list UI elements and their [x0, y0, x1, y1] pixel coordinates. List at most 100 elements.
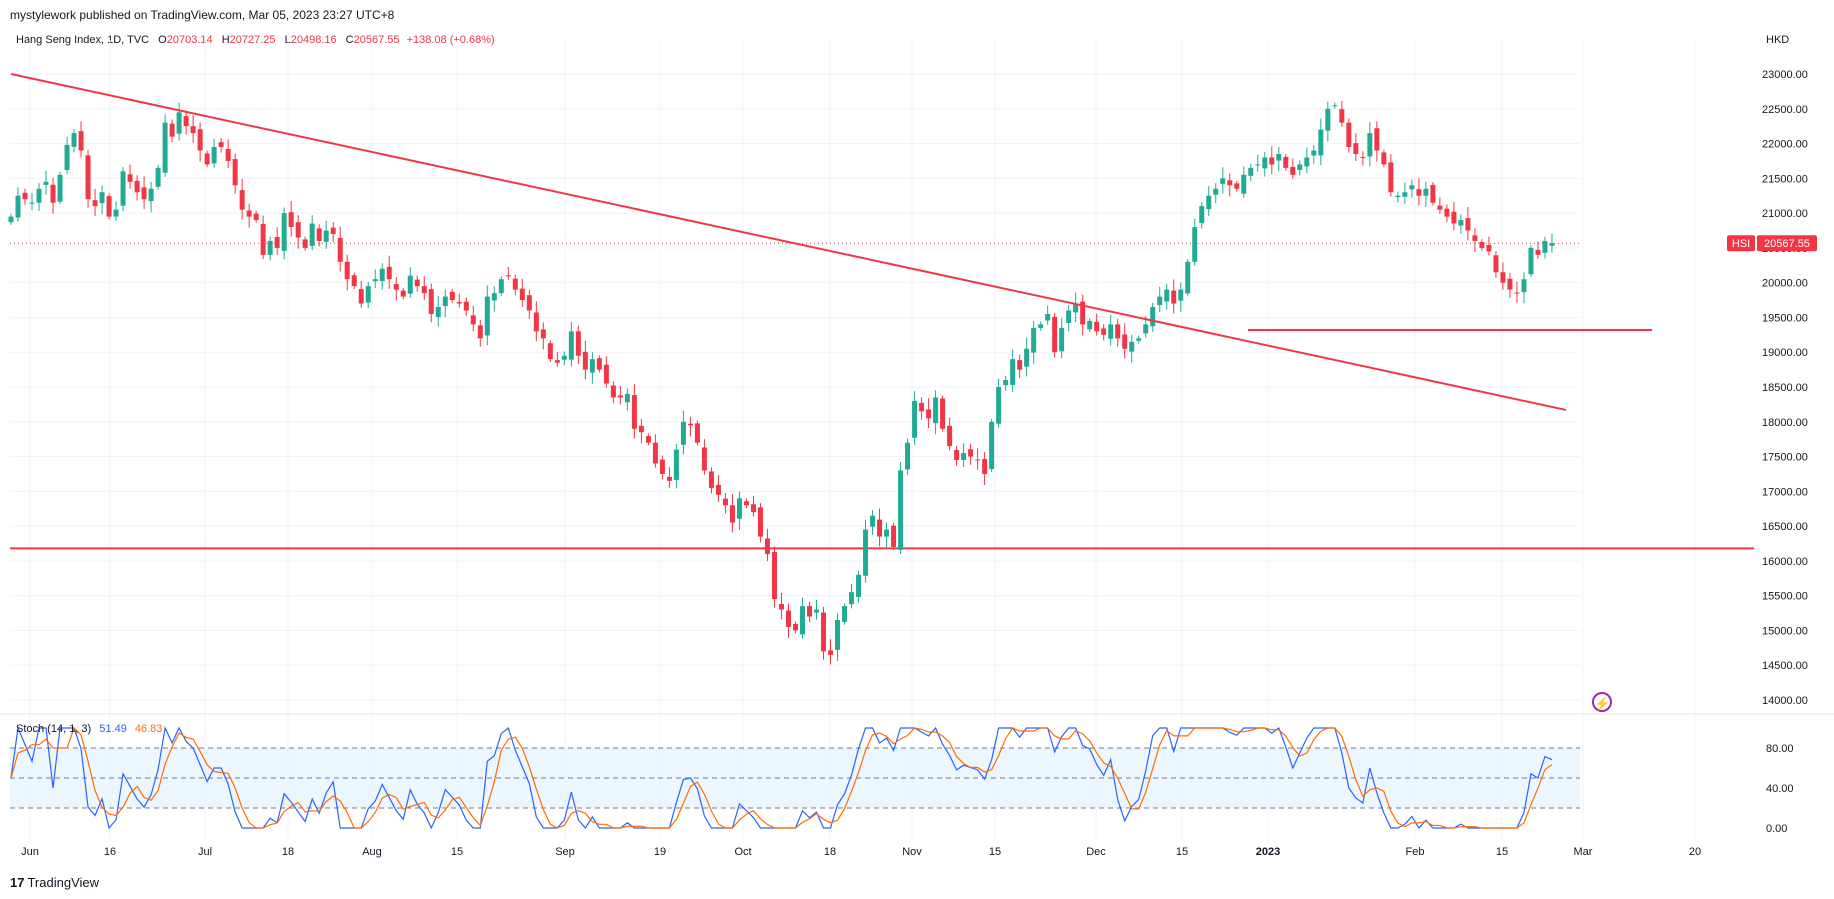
candle-up	[1059, 327, 1065, 352]
candle-down	[547, 343, 553, 360]
candle-up	[309, 223, 315, 246]
candle-up	[1038, 324, 1044, 328]
symbol-name[interactable]: Hang Seng Index, 1D, TVC	[16, 34, 150, 46]
candle-up	[996, 387, 1002, 424]
candle-up	[568, 331, 574, 360]
candle-up	[1528, 247, 1534, 275]
time-tick-label: 19	[654, 846, 666, 858]
candle-up	[1108, 324, 1114, 339]
candle-up	[835, 620, 841, 650]
time-tick-label: Feb	[1406, 846, 1425, 858]
candle-up	[71, 133, 77, 147]
time-tick-label: Dec	[1086, 846, 1106, 858]
candle-down	[302, 239, 308, 248]
candle-down	[1283, 156, 1289, 168]
candle-down	[982, 459, 988, 474]
candle-down	[926, 409, 932, 419]
candle-up	[176, 112, 182, 134]
candle-down	[246, 210, 252, 217]
candle-up	[1087, 320, 1093, 330]
candle-up	[863, 529, 869, 576]
candle-down	[169, 123, 175, 137]
price-tick-label: 15000.00	[1762, 625, 1808, 637]
candle-down	[940, 398, 946, 429]
candle-down	[141, 187, 147, 200]
candle-down	[764, 538, 770, 554]
candle-up	[1255, 164, 1261, 166]
candle-down	[1346, 122, 1352, 148]
candle-down	[722, 498, 728, 506]
candle-down	[1360, 156, 1366, 158]
tradingview-logo[interactable]: 17 TradingView	[10, 875, 99, 890]
candle-down	[1374, 128, 1380, 151]
candle-down	[253, 213, 259, 221]
candle-down	[260, 223, 266, 255]
price-axis[interactable]: 23000.00 22500.00 22000.00 21500.00 21000.00…	[1762, 69, 1808, 707]
candle-down	[729, 505, 735, 523]
candle-down	[288, 212, 294, 228]
candle-up	[1199, 206, 1205, 224]
time-tick-label: 16	[104, 846, 116, 858]
stoch-name[interactable]: Stoch (14, 1, 3)	[16, 723, 92, 735]
candle-down	[1430, 184, 1436, 203]
open-label: O	[158, 34, 167, 46]
candle-up	[1045, 313, 1051, 321]
candle-down	[975, 459, 981, 461]
candle-down	[134, 180, 140, 193]
price-tick-label: 19500.00	[1762, 312, 1808, 324]
candle-up	[589, 359, 595, 373]
candle-up	[1129, 341, 1135, 352]
stoch-tick-label: 40.00	[1766, 783, 1794, 795]
candle-up	[673, 449, 679, 480]
price-tick-label: 18500.00	[1762, 382, 1808, 394]
candle-up	[1409, 185, 1415, 190]
candle-up	[680, 421, 686, 445]
candle-up	[1297, 164, 1303, 170]
candle-up	[1276, 153, 1282, 161]
candle-up	[1150, 307, 1156, 327]
candle-up	[898, 470, 904, 550]
time-tick-label: Jul	[198, 846, 212, 858]
close-value: 20567.55	[353, 34, 400, 46]
price-tag-symbol-bg	[1727, 235, 1755, 252]
price-tick-label: 22000.00	[1762, 139, 1808, 151]
candle-up	[1157, 296, 1163, 306]
candles	[8, 100, 1555, 665]
time-axis[interactable]: Jun 16 Jul 18 Aug 15 Sep 19 Oct 18 Nov 15 Dec 15 2023 F…	[21, 846, 1701, 858]
candle-up	[1143, 324, 1149, 334]
time-tick-label: 15	[1496, 846, 1508, 858]
candle-up	[99, 192, 105, 204]
candle-up	[1164, 289, 1170, 302]
candle-down	[821, 612, 827, 652]
candle-up	[365, 286, 371, 303]
candle-down	[1486, 244, 1492, 252]
candle-down	[610, 385, 616, 398]
price-tag-symbol: HSI	[1732, 238, 1750, 250]
candle-down	[470, 315, 476, 325]
candle-down	[393, 284, 399, 290]
candle-up	[435, 307, 441, 317]
candle-down	[295, 222, 301, 238]
candle-down	[1290, 166, 1296, 175]
candle-down	[190, 126, 196, 134]
price-tick-label: 21500.00	[1762, 173, 1808, 185]
candle-down	[50, 184, 56, 203]
candle-down	[351, 275, 357, 287]
candle-down	[358, 289, 364, 304]
candle-down	[596, 358, 602, 370]
trendline[interactable]	[10, 73, 1567, 411]
candle-down	[631, 394, 637, 429]
change-value: +138.08 (+0.68%)	[406, 34, 495, 46]
candle-down	[792, 624, 798, 631]
candle-down	[701, 447, 707, 471]
time-tick-label: 20	[1689, 846, 1701, 858]
candle-down	[617, 395, 623, 398]
candle-down	[92, 200, 98, 207]
candle-down	[891, 525, 897, 547]
lightning-icon[interactable]: ⚡	[1592, 692, 1612, 712]
candle-down	[22, 192, 28, 200]
candle-down	[1444, 208, 1450, 217]
candle-down	[106, 196, 112, 217]
candle-up	[1178, 289, 1184, 301]
